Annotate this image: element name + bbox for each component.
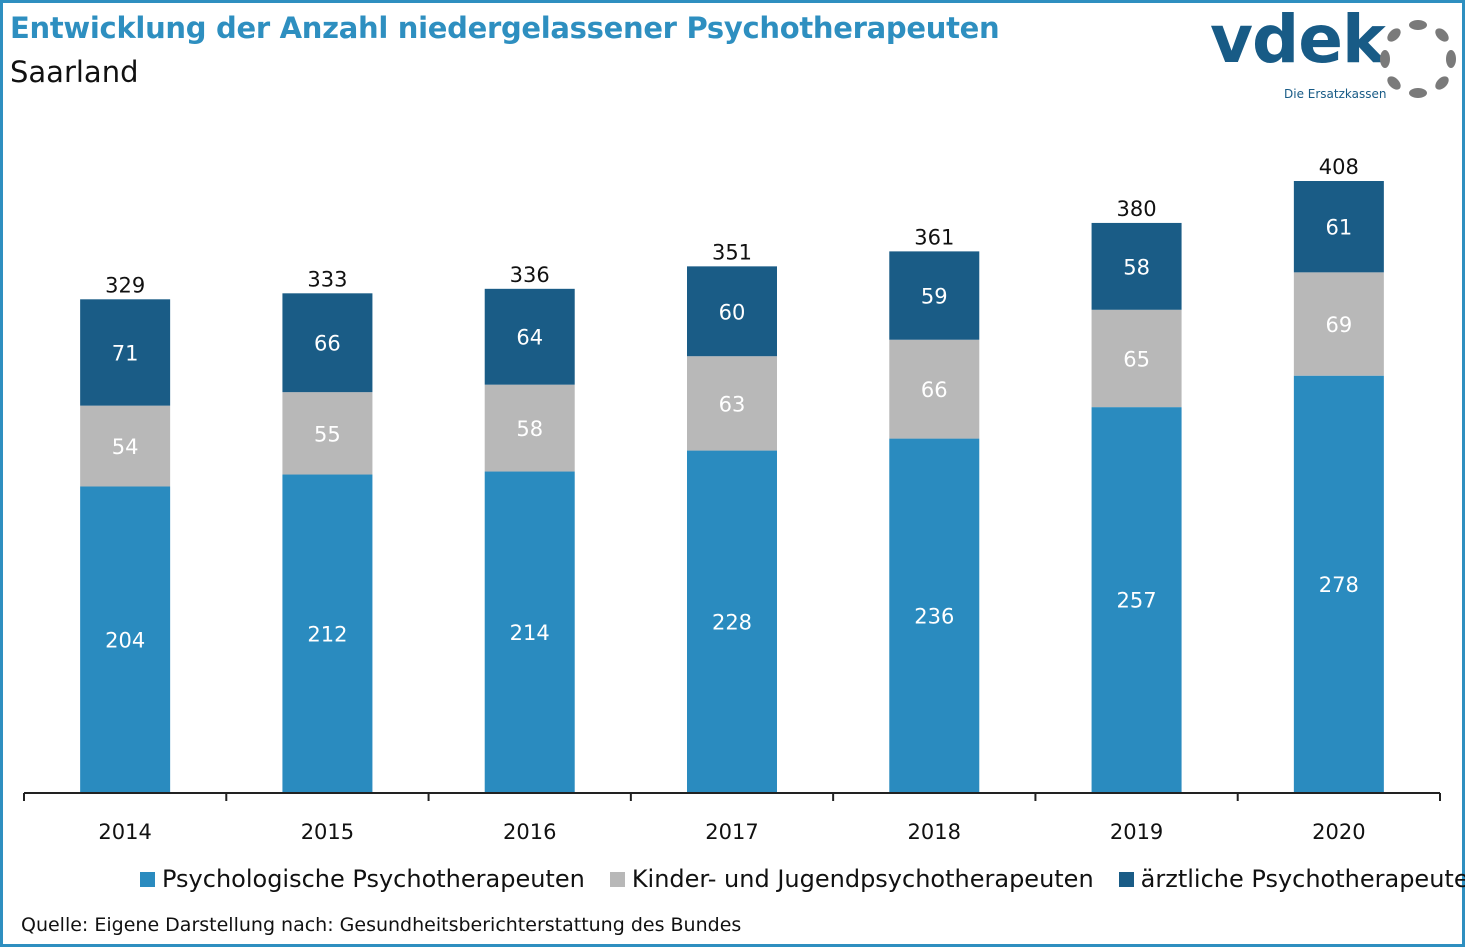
total-label: 408 bbox=[1319, 155, 1359, 179]
total-label: 329 bbox=[105, 273, 145, 297]
bar-segment bbox=[484, 471, 575, 792]
vdek-logo: vdek Die Ersatzkassen bbox=[1208, 1, 1458, 107]
x-tick-label: 2018 bbox=[908, 820, 961, 844]
legend-label: Kinder- und Jugendpsychotherapeuten bbox=[631, 865, 1094, 893]
data-label: 257 bbox=[1117, 589, 1157, 613]
bar-segment bbox=[687, 266, 777, 357]
data-label: 63 bbox=[719, 392, 746, 416]
legend-item-aerztliche: ärztliche Psychotherapeuten bbox=[1118, 865, 1465, 893]
bar-segment bbox=[1293, 181, 1384, 273]
total-label: 351 bbox=[712, 240, 752, 264]
chart-title: Entwicklung der Anzahl niedergelassener … bbox=[10, 11, 1000, 45]
logo-wordmark: vdek bbox=[1210, 1, 1386, 78]
data-label: 64 bbox=[516, 326, 543, 350]
data-label: 214 bbox=[510, 621, 550, 645]
bar-segment bbox=[889, 438, 980, 792]
x-tick-label: 2020 bbox=[1312, 820, 1365, 844]
data-label: 54 bbox=[112, 435, 139, 459]
data-label: 71 bbox=[112, 341, 139, 365]
bar-segment bbox=[282, 392, 373, 475]
bar-segment bbox=[1091, 309, 1182, 408]
total-label: 333 bbox=[307, 267, 347, 291]
x-tick-label: 2015 bbox=[301, 820, 354, 844]
bar-segment bbox=[80, 299, 171, 406]
bar-segment bbox=[889, 339, 980, 439]
data-label: 66 bbox=[921, 378, 948, 402]
data-label: 60 bbox=[719, 300, 746, 324]
legend-label: Psychologische Psychotherapeuten bbox=[162, 865, 585, 893]
bar-segment bbox=[1091, 222, 1182, 310]
bar-segment bbox=[282, 293, 373, 393]
bar-segment bbox=[484, 288, 575, 385]
data-label: 69 bbox=[1325, 313, 1352, 337]
legend-item-kinder-jugend: Kinder- und Jugendpsychotherapeuten bbox=[609, 865, 1094, 893]
bar-segment bbox=[80, 405, 171, 487]
data-label: 61 bbox=[1325, 216, 1352, 240]
logo-ring-icon bbox=[1380, 20, 1456, 98]
data-label: 66 bbox=[314, 332, 341, 356]
chart-subtitle: Saarland bbox=[10, 55, 139, 89]
data-label: 228 bbox=[712, 610, 752, 634]
bar-segment bbox=[282, 474, 373, 792]
x-tick-label: 2014 bbox=[98, 820, 151, 844]
x-tick-label: 2019 bbox=[1110, 820, 1163, 844]
legend-label: ärztliche Psychotherapeuten bbox=[1140, 865, 1465, 893]
legend-swatch bbox=[1118, 871, 1134, 887]
bar-segment bbox=[1091, 407, 1182, 792]
data-label: 65 bbox=[1123, 347, 1150, 371]
data-label: 55 bbox=[314, 422, 341, 446]
legend-swatch bbox=[140, 871, 155, 887]
source-note: Quelle: Eigene Darstellung nach: Gesundh… bbox=[21, 914, 742, 936]
bar-segment bbox=[80, 486, 171, 792]
data-label: 59 bbox=[921, 285, 948, 309]
data-label: 58 bbox=[516, 417, 543, 441]
legend-item-psychologische: Psychologische Psychotherapeuten bbox=[140, 865, 585, 893]
logo-tagline: Die Ersatzkassen bbox=[1284, 87, 1387, 101]
legend-swatch bbox=[609, 871, 625, 887]
bar-segment bbox=[687, 450, 777, 792]
chart-legend: Psychologische Psychotherapeuten Kinder-… bbox=[140, 865, 1465, 893]
bar-segment bbox=[1293, 272, 1384, 376]
x-tick-label: 2016 bbox=[503, 820, 556, 844]
bar-segment bbox=[484, 384, 575, 472]
total-label: 361 bbox=[914, 225, 954, 249]
bar-segment bbox=[1293, 375, 1384, 792]
bar-segment bbox=[687, 356, 777, 451]
data-label: 278 bbox=[1319, 573, 1359, 597]
bar-segment bbox=[889, 251, 980, 340]
total-label: 336 bbox=[510, 263, 550, 287]
data-label: 58 bbox=[1123, 255, 1150, 279]
data-label: 212 bbox=[307, 622, 347, 646]
data-label: 236 bbox=[914, 604, 954, 628]
x-tick-label: 2017 bbox=[705, 820, 758, 844]
stacked-bar-chart: 204 54 71 329 2014 212 55 66 333 2015 214 58 64 336 20… bbox=[23, 155, 1441, 844]
total-label: 380 bbox=[1117, 197, 1157, 221]
data-label: 204 bbox=[105, 628, 145, 652]
